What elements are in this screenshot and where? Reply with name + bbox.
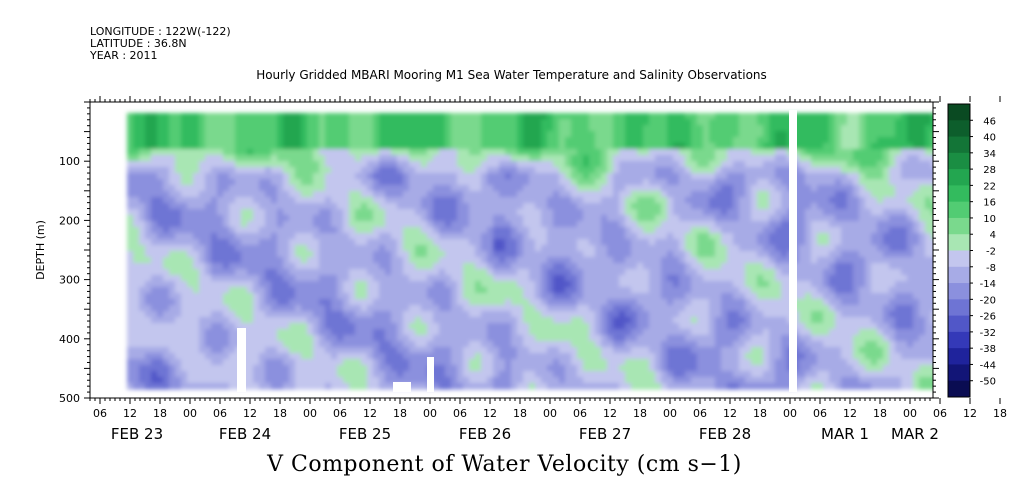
chart-title: Hourly Gridded MBARI Mooring M1 Sea Wate… xyxy=(256,68,767,82)
colorbar-swatch xyxy=(948,364,970,382)
x-tick-label: 06 xyxy=(693,407,707,420)
data-gap xyxy=(237,328,246,392)
colorbar-swatch xyxy=(948,348,970,365)
data-gap xyxy=(393,382,411,392)
x-day-label: FEB 26 xyxy=(459,425,511,443)
colorbar-swatch xyxy=(948,266,970,284)
x-tick-label: 18 xyxy=(273,407,287,420)
colorbar-label: 22 xyxy=(983,181,996,192)
y-tick-label: 100 xyxy=(59,155,80,168)
axes: 06 12 18 00 06 12 18 00 06 12 18 00 06 12 18 00 06 12 18 00… xyxy=(59,96,1007,443)
colorbar-label: -26 xyxy=(980,312,996,323)
colorbar-label: 34 xyxy=(983,149,996,160)
x-day-label: FEB 28 xyxy=(699,425,751,443)
x-tick-label: 12 xyxy=(123,407,137,420)
colorbar-label: -44 xyxy=(980,360,996,371)
colorbar-label: 40 xyxy=(983,133,996,144)
heatmap-field xyxy=(127,113,933,390)
x-tick-label: 06 xyxy=(333,407,347,420)
colorbar-swatch xyxy=(948,120,970,138)
x-tick-label: 18 xyxy=(873,407,887,420)
colorbar-label: -8 xyxy=(986,263,996,274)
y-tick-label: 500 xyxy=(59,392,80,405)
colorbar-label: -32 xyxy=(980,328,996,339)
colorbar: 46 40 34 28 22 16 10 4 -2 -8 -14 -20 -26 -32 -38 -44 -50 xyxy=(947,103,996,398)
colorbar-swatch xyxy=(948,299,970,317)
x-tick-label: 12 xyxy=(603,407,617,420)
x-tick-label: 18 xyxy=(513,407,527,420)
longitude-label: LONGITUDE : 122W(-122) xyxy=(90,25,231,38)
x-tick-label: 12 xyxy=(363,407,377,420)
x-tick-label: 12 xyxy=(483,407,497,420)
x-tick-label: 18 xyxy=(993,407,1007,420)
colorbar-swatch xyxy=(948,380,970,398)
x-tick-label: 00 xyxy=(783,407,797,420)
x-day-label: FEB 24 xyxy=(219,425,271,443)
x-tick-label: 00 xyxy=(663,407,677,420)
colorbar-label: -2 xyxy=(986,247,996,258)
colorbar-label: -14 xyxy=(980,279,996,290)
x-day-label: FEB 23 xyxy=(111,425,163,443)
colorbar-swatch xyxy=(948,283,970,300)
y-tick-label: 200 xyxy=(59,214,80,227)
x-tick-label: 18 xyxy=(393,407,407,420)
colorbar-swatch xyxy=(948,315,970,333)
colorbar-label: 28 xyxy=(983,165,996,176)
colorbar-swatch xyxy=(948,250,970,268)
latitude-label: LATITUDE : 36.8N xyxy=(90,37,187,50)
x-tick-label: 06 xyxy=(453,407,467,420)
x-tick-label: 18 xyxy=(153,407,167,420)
x-tick-label: 06 xyxy=(213,407,227,420)
x-tick-label: 12 xyxy=(243,407,257,420)
colorbar-swatch xyxy=(948,217,970,235)
colorbar-label: 4 xyxy=(990,230,996,241)
x-tick-label: 18 xyxy=(753,407,767,420)
y-tick-label: 400 xyxy=(59,333,80,346)
colorbar-swatch xyxy=(948,136,970,154)
colorbar-label: 10 xyxy=(983,214,996,225)
year-label: YEAR : 2011 xyxy=(90,49,158,62)
y-tick-label: 300 xyxy=(59,274,80,287)
colorbar-label: 16 xyxy=(983,198,996,209)
x-tick-label: 06 xyxy=(813,407,827,420)
x-tick-label: 06 xyxy=(573,407,587,420)
x-tick-label: 06 xyxy=(933,407,947,420)
colorbar-label: -38 xyxy=(980,344,996,355)
x-tick-label: 00 xyxy=(183,407,197,420)
x-tick-label: 12 xyxy=(963,407,977,420)
colorbar-swatch xyxy=(948,201,970,219)
colorbar-swatch xyxy=(948,331,970,349)
x-tick-label: 12 xyxy=(723,407,737,420)
x-day-label: FEB 27 xyxy=(579,425,631,443)
x-day-label: FEB 25 xyxy=(339,425,391,443)
data-gap xyxy=(427,357,434,392)
colorbar-swatch xyxy=(948,104,970,121)
colorbar-label: -50 xyxy=(980,377,996,388)
data-gap xyxy=(789,110,797,392)
y-axis-label: DEPTH (m) xyxy=(34,220,47,280)
x-tick-label: 00 xyxy=(423,407,437,420)
x-axis-label: V Component of Water Velocity (cm s−1) xyxy=(267,452,742,477)
colorbar-swatch xyxy=(948,185,970,203)
x-tick-label: 12 xyxy=(843,407,857,420)
colorbar-swatch xyxy=(948,169,970,186)
colorbar-label: 46 xyxy=(983,116,996,127)
x-day-label: MAR 2 xyxy=(891,425,939,443)
colorbar-swatch xyxy=(948,152,970,170)
colorbar-swatch xyxy=(948,234,970,251)
x-tick-label: 18 xyxy=(633,407,647,420)
x-tick-label: 00 xyxy=(903,407,917,420)
colorbar-label: -20 xyxy=(980,295,996,306)
x-tick-label: 00 xyxy=(303,407,317,420)
x-day-label: MAR 1 xyxy=(821,425,869,443)
x-tick-label: 00 xyxy=(543,407,557,420)
x-tick-label: 06 xyxy=(93,407,107,420)
plot-area xyxy=(127,110,933,392)
